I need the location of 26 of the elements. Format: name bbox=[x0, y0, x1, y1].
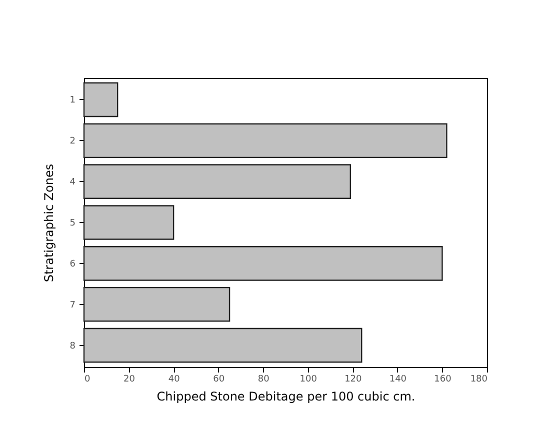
bar bbox=[83, 205, 174, 240]
y-tick-label: 4 bbox=[70, 178, 76, 188]
x-tick-label: 0 bbox=[84, 374, 90, 384]
bar bbox=[83, 328, 362, 363]
x-axis-title: Chipped Stone Debitage per 100 cubic cm. bbox=[156, 390, 416, 404]
y-tick-label: 5 bbox=[70, 218, 76, 228]
x-tick-label: 40 bbox=[168, 374, 180, 384]
bar bbox=[83, 286, 230, 322]
bar bbox=[83, 164, 352, 199]
bar bbox=[83, 82, 118, 118]
bar bbox=[83, 123, 448, 158]
y-tick-label: 1 bbox=[70, 96, 76, 106]
bar bbox=[83, 246, 443, 281]
y-tick-label: 2 bbox=[70, 136, 76, 147]
y-tick-label: 8 bbox=[70, 341, 76, 352]
y-tick-label: 7 bbox=[70, 300, 76, 310]
y-axis-title: Stratigraphic Zones bbox=[42, 164, 56, 282]
x-tick-label: 80 bbox=[258, 374, 270, 384]
x-tick-label: 100 bbox=[300, 374, 318, 384]
x-tick-label: 20 bbox=[124, 374, 136, 384]
y-tick-label: 6 bbox=[70, 259, 76, 270]
x-tick-label: 120 bbox=[344, 374, 362, 384]
x-tick-label: 140 bbox=[389, 374, 407, 384]
x-tick-label: 160 bbox=[434, 374, 452, 384]
x-tick-label: 180 bbox=[470, 374, 488, 384]
x-tick-label: 60 bbox=[213, 374, 225, 384]
